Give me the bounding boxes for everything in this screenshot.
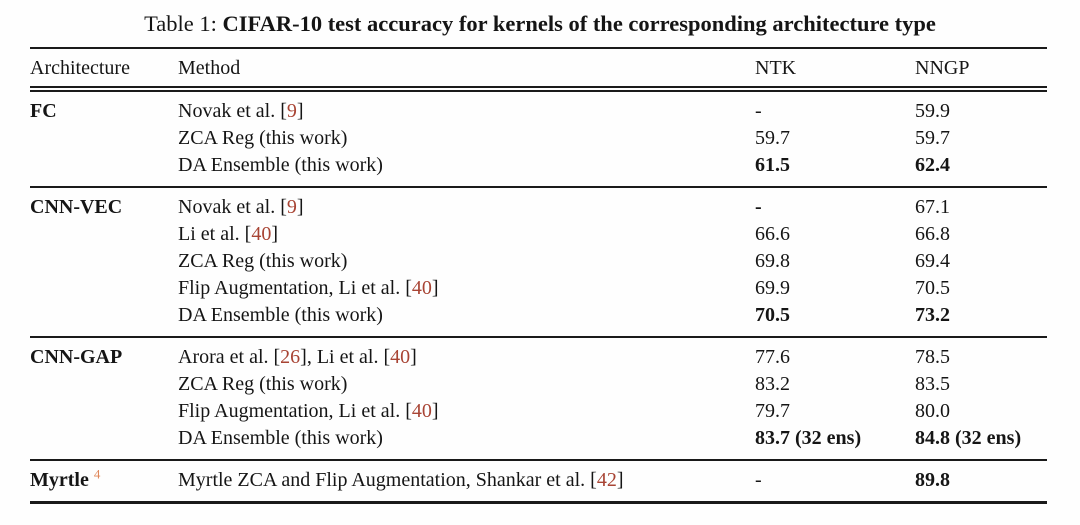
architecture-cell [30, 371, 178, 398]
ntk-value-cell: 83.7 (32 ens) [755, 427, 862, 449]
method-cell: ZCA Reg (this work) [178, 373, 348, 395]
table-section: Myrtle 4 Myrtle ZCA and Flip Augmentation… [30, 460, 1047, 503]
architecture-cell [30, 248, 178, 275]
ntk-value-cell: 61.5 [755, 154, 790, 176]
architecture-label: FC [30, 100, 57, 122]
nngp-value-cell: 89.8 [915, 469, 950, 491]
architecture-cell [30, 302, 178, 337]
citation-link[interactable]: 9 [286, 100, 297, 122]
architecture-cell [30, 398, 178, 425]
header-nngp: NNGP [915, 48, 1047, 92]
table-row: Myrtle 4 Myrtle ZCA and Flip Augmentation… [30, 460, 1047, 503]
method-cell: DA Ensemble (this work) [178, 304, 383, 326]
architecture-cell: Myrtle 4 [30, 460, 178, 503]
citation-link[interactable]: 40 [251, 223, 272, 245]
architecture-label: Myrtle [30, 469, 89, 491]
table-row: FC Novak et al. [9] - 59.9 [30, 89, 1047, 125]
header-method: Method [178, 48, 755, 92]
table-caption: Table 1: CIFAR-10 test accuracy for kern… [0, 0, 1080, 47]
architecture-cell [30, 425, 178, 460]
nngp-value-cell: 69.4 [915, 250, 950, 272]
method-cell: Myrtle ZCA and Flip Augmentation, Shanka… [178, 469, 624, 491]
architecture-cell [30, 152, 178, 187]
architecture-cell [30, 221, 178, 248]
ntk-value-cell: 59.7 [755, 127, 790, 149]
table-row: ZCA Reg (this work) 59.7 59.7 [30, 125, 1047, 152]
citation-link[interactable]: 40 [411, 277, 432, 299]
header-ntk: NTK [755, 48, 915, 92]
table-row: CNN-GAP Arora et al. [26], Li et al. [40]… [30, 337, 1047, 371]
ntk-value-cell: - [755, 196, 762, 218]
nngp-value-cell: 59.9 [915, 100, 950, 122]
ntk-value-cell: 79.7 [755, 400, 790, 422]
table-section: CNN-GAP Arora et al. [26], Li et al. [40]… [30, 337, 1047, 460]
method-cell: Flip Augmentation, Li et al. [40] [178, 277, 439, 299]
nngp-value-cell: 73.2 [915, 304, 950, 326]
nngp-value-cell: 70.5 [915, 277, 950, 299]
method-cell: Flip Augmentation, Li et al. [40] [178, 400, 439, 422]
method-cell: Li et al. [40] [178, 223, 278, 245]
ntk-value-cell: 77.6 [755, 346, 790, 368]
nngp-value-cell: 67.1 [915, 196, 950, 218]
method-cell: ZCA Reg (this work) [178, 127, 348, 149]
table-section: CNN-VEC Novak et al. [9] - 67.1 Li et al. [4… [30, 187, 1047, 337]
table-row: DA Ensemble (this work) 83.7 (32 ens) 84.8… [30, 425, 1047, 460]
architecture-label: CNN-GAP [30, 346, 123, 368]
table-row: ZCA Reg (this work) 83.2 83.5 [30, 371, 1047, 398]
citation-link[interactable]: 26 [280, 346, 301, 368]
ntk-value-cell: 83.2 [755, 373, 790, 395]
nngp-value-cell: 62.4 [915, 154, 950, 176]
architecture-label: CNN-VEC [30, 196, 123, 218]
citation-link[interactable]: 40 [390, 346, 411, 368]
table-row: DA Ensemble (this work) 61.5 62.4 [30, 152, 1047, 187]
table-row: DA Ensemble (this work) 70.5 73.2 [30, 302, 1047, 337]
nngp-value-cell: 80.0 [915, 400, 950, 422]
table-row: Li et al. [40] 66.6 66.8 [30, 221, 1047, 248]
table-row: Flip Augmentation, Li et al. [40] 79.7 80.… [30, 398, 1047, 425]
caption-prefix: Table 1: [144, 11, 223, 36]
ntk-value-cell: - [755, 469, 762, 491]
nngp-value-cell: 66.8 [915, 223, 950, 245]
architecture-cell: CNN-VEC [30, 187, 178, 221]
method-cell: Arora et al. [26], Li et al. [40] [178, 346, 417, 368]
table-header: Architecture Method NTK NNGP [30, 48, 1047, 92]
architecture-cell [30, 275, 178, 302]
ntk-value-cell: 69.9 [755, 277, 790, 299]
method-cell: Novak et al. [9] [178, 100, 304, 122]
architecture-cell: CNN-GAP [30, 337, 178, 371]
table-row: Flip Augmentation, Li et al. [40] 69.9 70.… [30, 275, 1047, 302]
nngp-value-cell: 59.7 [915, 127, 950, 149]
caption-title: CIFAR-10 test accuracy for kernels of th… [222, 11, 936, 36]
header-architecture: Architecture [30, 48, 178, 92]
citation-link[interactable]: 42 [596, 469, 617, 491]
method-cell: DA Ensemble (this work) [178, 427, 383, 449]
method-cell: ZCA Reg (this work) [178, 250, 348, 272]
method-cell: Novak et al. [9] [178, 196, 304, 218]
method-cell: DA Ensemble (this work) [178, 154, 383, 176]
nngp-value-cell: 83.5 [915, 373, 950, 395]
footnote-marker[interactable]: 4 [93, 466, 101, 482]
nngp-value-cell: 78.5 [915, 346, 950, 368]
table-row: ZCA Reg (this work) 69.8 69.4 [30, 248, 1047, 275]
header-row: Architecture Method NTK NNGP [30, 48, 1047, 92]
architecture-cell [30, 125, 178, 152]
architecture-cell: FC [30, 89, 178, 125]
nngp-value-cell: 84.8 (32 ens) [915, 427, 1022, 449]
ntk-value-cell: - [755, 100, 762, 122]
table-section: FC Novak et al. [9] - 59.9 ZCA Reg (this wor… [30, 89, 1047, 187]
table-row: CNN-VEC Novak et al. [9] - 67.1 [30, 187, 1047, 221]
ntk-value-cell: 66.6 [755, 223, 790, 245]
results-table: Architecture Method NTK NNGP FC Novak et … [30, 47, 1047, 504]
citation-link[interactable]: 40 [411, 400, 432, 422]
citation-link[interactable]: 9 [286, 196, 297, 218]
ntk-value-cell: 70.5 [755, 304, 790, 326]
ntk-value-cell: 69.8 [755, 250, 790, 272]
